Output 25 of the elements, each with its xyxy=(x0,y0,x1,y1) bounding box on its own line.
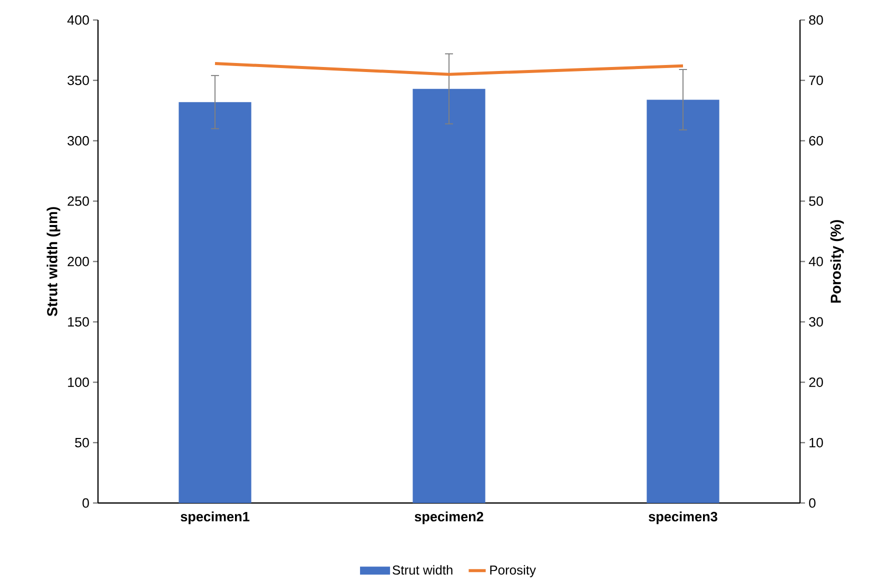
x-tick-label: specimen2 xyxy=(414,512,484,524)
x-tick-label: specimen3 xyxy=(648,512,718,524)
y-tick-label: 250 xyxy=(68,196,89,206)
y-tick-label: 400 xyxy=(67,15,89,25)
x-tick-label: specimen1 xyxy=(180,512,250,524)
y2-tick-label: 20 xyxy=(809,377,823,388)
y-tick-label: 0 xyxy=(82,498,89,508)
y2-tick-label: 0 xyxy=(809,498,816,508)
y-tick-label: 50 xyxy=(75,438,89,448)
y-tick-label: 150 xyxy=(68,317,89,327)
y2-tick-label: 50 xyxy=(809,196,823,206)
y2-axis-title: Porosity (%) xyxy=(830,220,844,303)
y2-tick-label: 70 xyxy=(809,76,823,86)
y-tick-label: 100 xyxy=(68,377,89,388)
y-axis-title: Strut width (µm) xyxy=(46,207,60,316)
legend-label: Porosity xyxy=(490,565,536,578)
y2-tick-label: 40 xyxy=(808,256,823,266)
y-tick-label: 200 xyxy=(68,256,89,266)
y2-tick-label: 30 xyxy=(809,317,823,327)
y2-tick-label: 10 xyxy=(810,438,823,448)
y-tick-label: 300 xyxy=(68,136,89,146)
y2-tick-label: 80 xyxy=(809,15,823,25)
legend-label: Strut width xyxy=(392,565,452,575)
y-tick-label: 350 xyxy=(68,76,89,86)
y2-tick-label: 60 xyxy=(809,136,823,146)
